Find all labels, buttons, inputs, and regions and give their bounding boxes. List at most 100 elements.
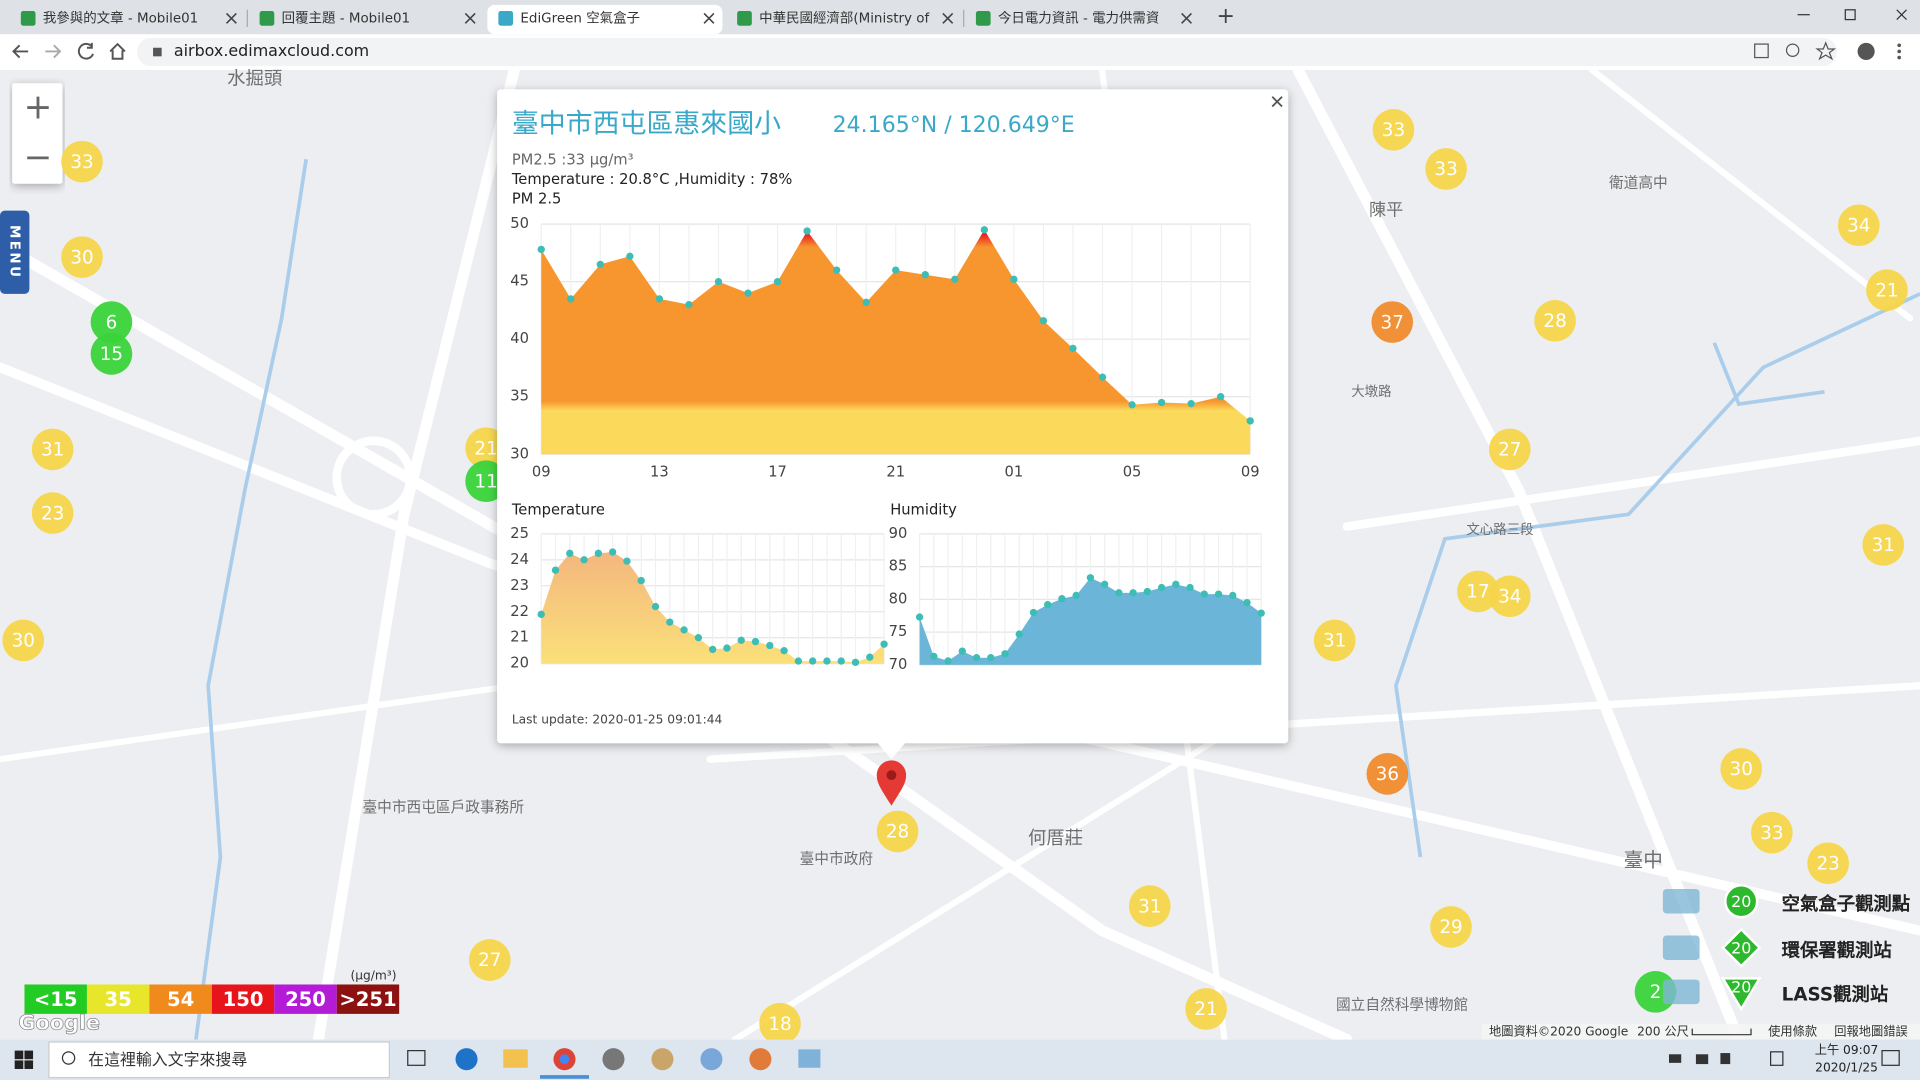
marker[interactable] bbox=[1862, 524, 1905, 566]
marker[interactable] bbox=[1430, 906, 1472, 948]
marker[interactable] bbox=[1313, 619, 1356, 662]
address-bar[interactable] bbox=[137, 37, 1837, 67]
marker-value[interactable]: 21 bbox=[1194, 999, 1217, 1020]
marker-value[interactable]: 30 bbox=[1730, 759, 1753, 780]
marker-value[interactable]: 21 bbox=[1875, 280, 1898, 301]
marker[interactable] bbox=[90, 333, 133, 375]
marker-value[interactable]: 21 bbox=[474, 438, 497, 459]
marker[interactable] bbox=[1751, 811, 1793, 854]
tab[interactable] bbox=[248, 4, 484, 35]
marker[interactable] bbox=[1720, 748, 1763, 790]
marker[interactable] bbox=[1488, 428, 1531, 471]
marker[interactable] bbox=[1534, 300, 1576, 342]
tab-title[interactable]: 我參與的文章 - Mobile01 bbox=[43, 9, 198, 26]
marker-value[interactable]: 30 bbox=[70, 247, 93, 268]
marker[interactable] bbox=[31, 492, 74, 534]
tab-close[interactable] bbox=[464, 12, 476, 24]
tab-close[interactable] bbox=[703, 12, 715, 24]
marker[interactable] bbox=[61, 236, 103, 278]
marker[interactable] bbox=[1425, 148, 1467, 190]
report[interactable]: 回報地圖錯誤 bbox=[1834, 1024, 1907, 1039]
marker[interactable] bbox=[1807, 842, 1849, 885]
marker-value[interactable]: 27 bbox=[478, 950, 501, 971]
marker-value[interactable]: 34 bbox=[1847, 216, 1870, 237]
nav-buttons[interactable] bbox=[12, 42, 126, 60]
marker-value[interactable]: 15 bbox=[100, 344, 123, 365]
marker[interactable] bbox=[1866, 269, 1908, 312]
tab-title[interactable]: 今日電力資訊 - 電力供需資 bbox=[998, 10, 1159, 26]
marker[interactable] bbox=[1372, 108, 1415, 151]
marker[interactable] bbox=[61, 140, 103, 183]
data-point bbox=[832, 266, 841, 274]
marker-value[interactable]: 28 bbox=[886, 822, 909, 843]
search-box[interactable] bbox=[48, 1041, 391, 1079]
marker-value[interactable]: 28 bbox=[1543, 311, 1566, 332]
marker[interactable] bbox=[465, 427, 507, 469]
start-button[interactable] bbox=[14, 1050, 34, 1069]
marker-value[interactable]: 31 bbox=[1872, 535, 1895, 556]
marker-value[interactable]: 31 bbox=[1323, 631, 1346, 652]
marker-value[interactable]: 33 bbox=[1382, 120, 1405, 141]
terms[interactable]: 使用條款 bbox=[1768, 1024, 1817, 1039]
marker[interactable] bbox=[1371, 301, 1414, 343]
clock-time[interactable]: 上午 09:07 bbox=[1815, 1043, 1879, 1057]
marker-value[interactable]: 23 bbox=[1816, 853, 1839, 874]
marker-value[interactable]: 34 bbox=[1498, 587, 1521, 608]
marker-value[interactable]: 23 bbox=[41, 503, 64, 524]
marker[interactable] bbox=[31, 428, 74, 471]
marker[interactable] bbox=[759, 1002, 801, 1045]
menu-text[interactable]: MENU bbox=[7, 225, 22, 280]
marker[interactable] bbox=[465, 460, 507, 503]
marker[interactable] bbox=[1837, 204, 1880, 247]
marker[interactable] bbox=[1185, 988, 1227, 1030]
marker[interactable] bbox=[468, 939, 511, 981]
marker-value[interactable]: 31 bbox=[1138, 896, 1161, 917]
marker-value[interactable]: 29 bbox=[1439, 917, 1462, 938]
marker-value[interactable]: 31 bbox=[41, 440, 64, 461]
popup-close[interactable] bbox=[1271, 96, 1283, 108]
marker-value[interactable]: 18 bbox=[768, 1014, 791, 1035]
marker[interactable] bbox=[1488, 575, 1531, 618]
tab-close[interactable] bbox=[225, 12, 237, 24]
marker-value[interactable]: 17 bbox=[1466, 582, 1489, 603]
tab[interactable] bbox=[964, 4, 1201, 35]
taskbar-apps[interactable] bbox=[407, 1048, 821, 1079]
clock-date[interactable]: 2020/1/25 bbox=[1815, 1060, 1878, 1074]
station-icon bbox=[1724, 884, 1759, 919]
marker-value[interactable]: 37 bbox=[1381, 312, 1404, 333]
menu-button[interactable] bbox=[0, 210, 30, 294]
marker-value[interactable]: 6 bbox=[106, 312, 118, 333]
tab-close[interactable] bbox=[1181, 12, 1192, 24]
tab-title[interactable]: EdiGreen 空氣盒子 bbox=[520, 9, 640, 26]
marker-value[interactable]: 30 bbox=[12, 631, 35, 652]
tab[interactable] bbox=[487, 4, 723, 35]
toolbar-icons[interactable] bbox=[1754, 41, 1902, 61]
marker[interactable] bbox=[90, 301, 133, 343]
tab-title[interactable]: 中華民國經濟部(Ministry of bbox=[759, 10, 929, 26]
marker[interactable] bbox=[876, 810, 919, 853]
marker-value[interactable]: 33 bbox=[70, 152, 93, 173]
window-controls[interactable] bbox=[1797, 9, 1907, 21]
zoom-in[interactable]: + bbox=[24, 87, 53, 127]
location-pin[interactable] bbox=[876, 760, 907, 806]
chart-title: Temperature bbox=[511, 502, 605, 519]
tab[interactable] bbox=[726, 4, 962, 35]
url[interactable]: airbox.edimaxcloud.com bbox=[174, 41, 369, 60]
marker-value[interactable]: 2 bbox=[1650, 982, 1662, 1003]
marker-value[interactable]: 33 bbox=[1434, 159, 1457, 180]
marker[interactable] bbox=[1457, 570, 1499, 613]
tab-close[interactable] bbox=[942, 12, 954, 24]
marker-value[interactable]: 33 bbox=[1760, 823, 1783, 844]
marker-value[interactable]: 11 bbox=[474, 471, 497, 492]
marker-value[interactable]: 36 bbox=[1376, 764, 1399, 785]
zoom-out[interactable]: − bbox=[24, 138, 53, 178]
new-tab-icon[interactable]: + bbox=[1216, 4, 1234, 29]
marker-value[interactable]: 27 bbox=[1498, 440, 1521, 461]
marker[interactable] bbox=[2, 619, 45, 662]
search-placeholder[interactable]: 在這裡輸入文字來搜尋 bbox=[88, 1050, 247, 1069]
marker[interactable] bbox=[1128, 885, 1171, 927]
marker[interactable] bbox=[1366, 753, 1409, 795]
menu-label[interactable]: MENU bbox=[7, 225, 22, 280]
tab-title[interactable]: 回覆主題 - Mobile01 bbox=[282, 10, 410, 26]
tab[interactable] bbox=[9, 4, 245, 35]
